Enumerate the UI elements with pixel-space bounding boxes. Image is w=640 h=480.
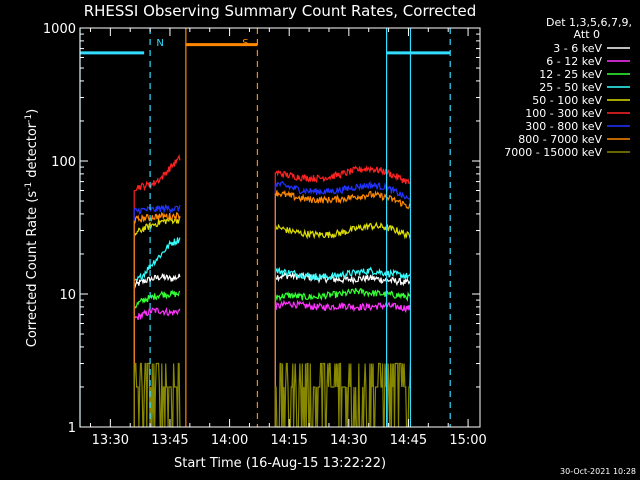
x-axis-label: Start Time (16-Aug-15 13:22:22) <box>174 456 386 471</box>
legend-entry: 50 - 100 keV <box>532 94 630 107</box>
legend-entry: 6 - 12 keV <box>546 55 630 68</box>
legend-entry: 3 - 6 keV <box>553 42 630 55</box>
y-tick-label: 100 <box>51 155 76 170</box>
y-tick-label: 10 <box>59 288 76 303</box>
x-tick-label: 14:00 <box>211 433 248 448</box>
series-line <box>133 203 181 427</box>
legend-header-line2: Att 0 <box>574 28 600 41</box>
series-line <box>274 271 411 427</box>
legend-entry: 300 - 800 keV <box>525 120 630 133</box>
legend-entry: 800 - 7000 keV <box>518 133 630 146</box>
x-tick-label: 13:45 <box>151 433 188 448</box>
legend-label: 100 - 300 keV <box>525 107 602 120</box>
series-line <box>274 221 411 427</box>
y-axis-label-sup2: -1 <box>24 114 34 123</box>
series-6-12-kev <box>133 299 411 427</box>
series-300-800-kev <box>133 180 411 427</box>
legend-label: 800 - 7000 keV <box>518 133 602 146</box>
series-line <box>274 299 411 427</box>
legend-entry: 7000 - 15000 keV <box>504 146 630 159</box>
chart-title: RHESSI Observing Summary Count Rates, Co… <box>84 2 477 20</box>
y-axis-label-end: ) <box>25 109 40 114</box>
series-line <box>274 180 411 427</box>
series-line <box>274 287 411 427</box>
series-12-25-kev <box>133 287 411 427</box>
series-25-50-kev <box>133 237 411 427</box>
y-tick-label: 1000 <box>43 22 76 37</box>
legend-entry: 100 - 300 keV <box>525 107 630 120</box>
legend-header-line1: Det 1,3,5,6,7,9, <box>546 16 632 29</box>
series-line <box>274 165 411 427</box>
x-tick-label: 15:00 <box>449 433 486 448</box>
x-tick-label: 14:30 <box>330 433 367 448</box>
footer-timestamp: 30-Oct-2021 10:28 <box>560 467 636 476</box>
series-line <box>133 289 181 427</box>
plot-frame <box>79 27 481 428</box>
series-50-100-kev <box>133 215 411 427</box>
legend-label: 12 - 25 keV <box>539 68 602 81</box>
legend-label: 3 - 6 keV <box>553 42 602 55</box>
series-line <box>133 215 181 427</box>
x-tick-label: 14:45 <box>390 433 427 448</box>
series-line <box>133 307 181 427</box>
legend-label: 50 - 100 keV <box>532 94 602 107</box>
series-800-7000-kev <box>133 189 411 427</box>
legend-label: 7000 - 15000 keV <box>504 146 602 159</box>
legend-entry: 12 - 25 keV <box>539 68 630 81</box>
saa-label: S <box>242 38 248 49</box>
x-tick-label: 13:30 <box>92 433 129 448</box>
legend-label: 300 - 800 keV <box>525 120 602 133</box>
legend-label: 25 - 50 keV <box>539 81 602 94</box>
legend-entry: 25 - 50 keV <box>539 81 630 94</box>
legend-label: 6 - 12 keV <box>546 55 602 68</box>
series-line <box>133 237 181 427</box>
night-label: N <box>156 38 163 49</box>
y-axis-label: Corrected Count Rate (s-1 detector-1) <box>24 109 40 347</box>
x-tick-label: 14:15 <box>270 433 307 448</box>
series-line <box>274 266 411 427</box>
axis-layer: 1 10 100 1000 13:30 13:45 14:00 14:15 14:30 14:45… <box>43 22 487 448</box>
series-line <box>133 154 181 427</box>
y-tick-label: 1 <box>68 421 76 436</box>
series-line <box>274 189 411 427</box>
y-axis-label-main: Corrected Count Rate (s <box>25 191 40 348</box>
series-line <box>133 211 181 427</box>
data-layer <box>133 154 411 428</box>
series-100-300-kev <box>133 154 411 427</box>
y-axis-label-sup1: -1 <box>24 182 34 191</box>
y-axis-label-mid: detector <box>25 122 40 182</box>
